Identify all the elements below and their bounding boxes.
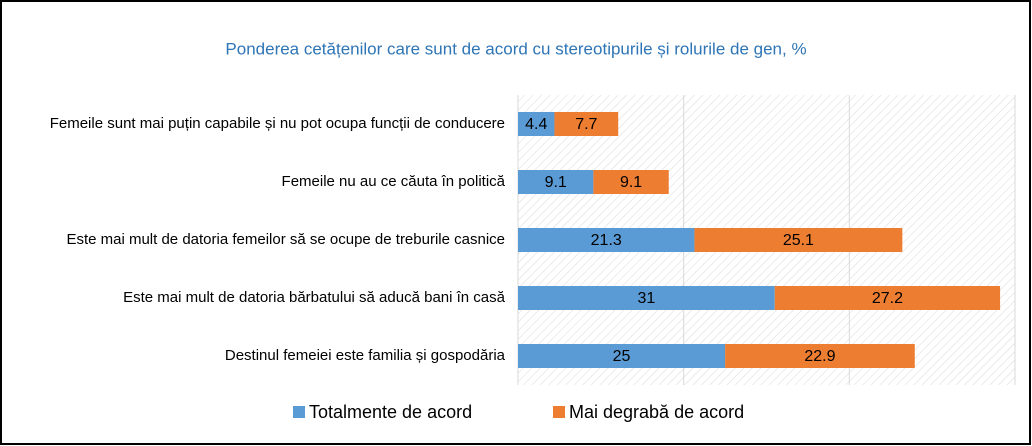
legend-swatch: [553, 406, 565, 418]
value-label: 25: [613, 348, 631, 365]
bar-segment: [518, 344, 726, 368]
bar-segment: [518, 112, 555, 136]
legend-label: Totalmente de acord: [309, 402, 472, 422]
value-label: 9.1: [620, 174, 642, 191]
value-label: 22.9: [804, 348, 835, 365]
value-label: 4.4: [525, 116, 547, 133]
value-label: 31: [637, 290, 655, 307]
value-label: 7.7: [575, 116, 597, 133]
category-label: Destinul femeiei este familia și gospodă…: [224, 347, 505, 364]
chart-title: Ponderea cetățenilor care sunt de acord …: [225, 39, 806, 58]
bar-segment: [593, 170, 669, 194]
category-label: Este mai mult de datoria femeilor să se …: [66, 231, 505, 248]
bar-segment: [518, 228, 695, 252]
legend-swatch: [293, 406, 305, 418]
bar-segment: [554, 112, 619, 136]
bar-segment: [725, 344, 915, 368]
category-label: Femeile nu au ce căuta în politică: [281, 173, 505, 190]
legend-label: Mai degrabă de acord: [569, 402, 744, 422]
value-label: 27.2: [872, 290, 903, 307]
bar-segment: [518, 286, 775, 310]
category-label: Este mai mult de datoria bărbatului să a…: [123, 289, 505, 306]
bar-segment: [694, 228, 903, 252]
value-label: 21.3: [591, 232, 622, 249]
value-label: 25.1: [783, 232, 814, 249]
bar-segment: [518, 170, 594, 194]
bar-segment: [774, 286, 1001, 310]
category-label: Femeile sunt mai puțin capabile și nu po…: [49, 115, 505, 132]
value-label: 9.1: [545, 174, 567, 191]
